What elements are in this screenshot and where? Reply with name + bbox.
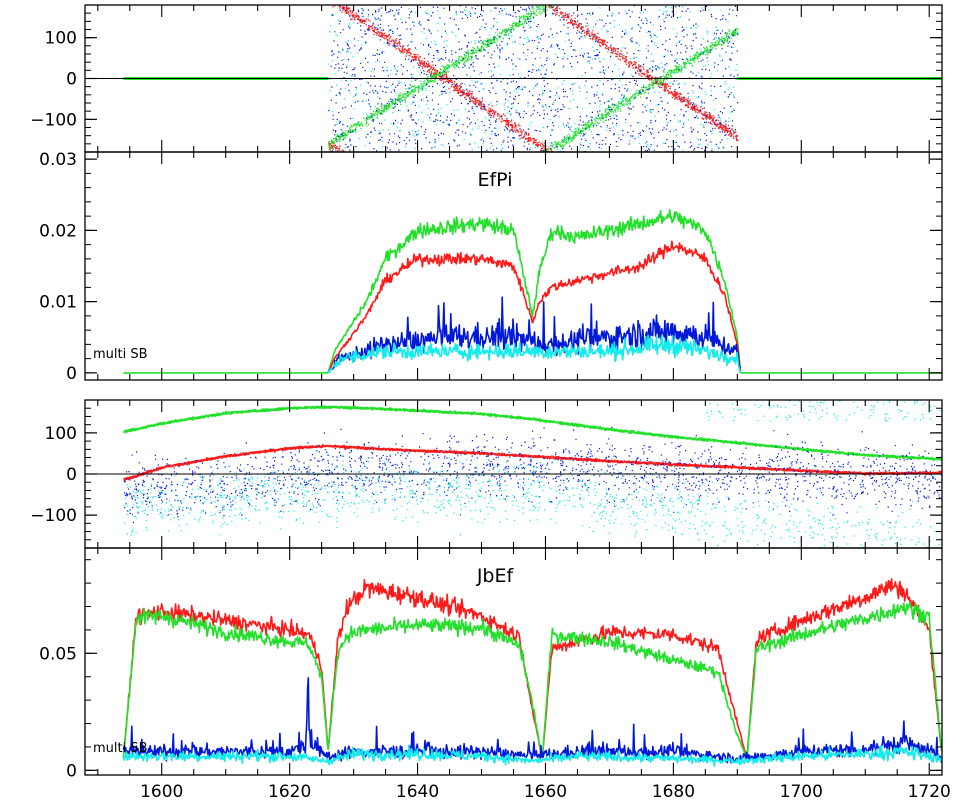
panel-1-ytick-label: 0.02 bbox=[39, 221, 77, 241]
panel-2-data bbox=[123, 400, 942, 548]
panel-1-series-cyan bbox=[327, 334, 741, 374]
panel-2-trend-green bbox=[123, 405, 942, 461]
panel-1-ytick-label: 0.01 bbox=[39, 293, 77, 313]
panel-2-ytick-label: 0 bbox=[66, 465, 77, 485]
panel-3-xtick-label: 1680 bbox=[652, 782, 695, 802]
panel-0-ytick-label: 100 bbox=[45, 29, 77, 49]
panel-3-series-blue bbox=[122, 677, 942, 764]
panel-3-xtick-label: 1640 bbox=[396, 782, 439, 802]
panel-1-ytick-label: 0.03 bbox=[39, 150, 77, 170]
efpi-note: multi SB bbox=[93, 347, 148, 362]
panel-1-ytick-label: 0 bbox=[66, 364, 77, 384]
panel-3-xtick-label: 1700 bbox=[780, 782, 823, 802]
jbef-note: multi SB bbox=[93, 741, 148, 756]
panel-1-series-green bbox=[123, 209, 942, 374]
panel-3-data bbox=[122, 578, 942, 767]
panel-2-ytick-label: −100 bbox=[30, 506, 77, 526]
panel-3-xtick-label: 1660 bbox=[524, 782, 567, 802]
panel-0-ytick-label: 0 bbox=[66, 70, 77, 90]
panel-0-noise-cyan bbox=[328, 5, 739, 152]
panel-3-xtick-label: 1620 bbox=[268, 782, 311, 802]
panel-0-ytick-label: −100 bbox=[30, 110, 77, 130]
panel-1-series-blue bbox=[327, 296, 741, 374]
efpi-title: EfPi bbox=[477, 169, 512, 191]
panel-2-noise-blue bbox=[123, 427, 942, 524]
panel-2-ytick-label: 100 bbox=[45, 424, 77, 444]
panel-3-xtick-label: 1600 bbox=[140, 782, 183, 802]
panel-3-ytick-label: 0.05 bbox=[39, 644, 77, 664]
jbef-title: JbEf bbox=[476, 565, 515, 587]
panel-3-series-cyan bbox=[122, 744, 942, 767]
panel-3-series-green bbox=[122, 601, 942, 759]
panel-3-ytick-label: 0 bbox=[66, 761, 77, 781]
panel-1-data bbox=[123, 209, 942, 374]
panel-3-xtick-label: 1720 bbox=[908, 782, 951, 802]
panel-1-series-red bbox=[327, 240, 741, 374]
